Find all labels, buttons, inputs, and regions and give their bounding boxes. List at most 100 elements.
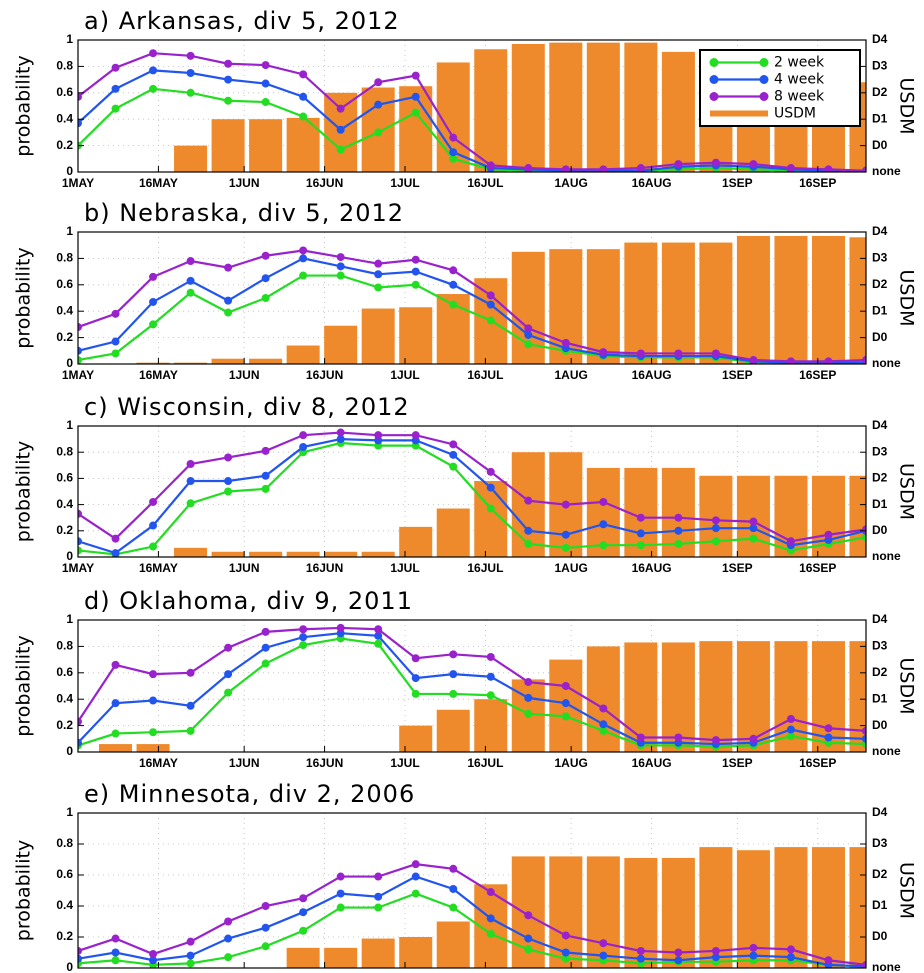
- x-tick-label: 16JUL: [467, 176, 503, 190]
- usdm-bar: [324, 325, 358, 364]
- y2-tick-label: none: [872, 164, 901, 178]
- x-tick-label: 16AUG: [632, 561, 672, 575]
- probability-marker: [111, 63, 120, 72]
- probability-marker: [674, 539, 683, 548]
- probability-line: [78, 437, 866, 555]
- panel-title: b) Nebraska, div 5, 2012: [84, 199, 404, 227]
- probability-marker: [261, 98, 270, 107]
- y2-tick-label: D1: [872, 898, 888, 912]
- probability-marker: [411, 280, 420, 289]
- probability-marker: [336, 435, 345, 444]
- y-tick-label: 1: [66, 418, 73, 432]
- probability-marker: [149, 84, 158, 93]
- probability-line: [78, 863, 866, 966]
- probability-marker: [486, 929, 495, 938]
- probability-marker: [824, 733, 833, 742]
- probability-marker: [374, 259, 383, 268]
- usdm-bar: [586, 249, 620, 364]
- probability-marker: [299, 246, 308, 255]
- x-tick-label: 1SEP: [722, 561, 753, 575]
- x-tick-label: 16JUN: [306, 561, 343, 575]
- probability-marker: [486, 914, 495, 923]
- probability-marker: [599, 939, 608, 948]
- y-axis-label: probability: [13, 247, 35, 348]
- x-tick-label: 16MAY: [139, 368, 178, 382]
- probability-marker: [261, 274, 270, 283]
- panel: 0 0.2 0.4 0.6 0.8 1 none D0 D1 D2 D3 D4 16MAY 1JUN 16J…: [13, 587, 918, 770]
- y-axis-label: probability: [13, 840, 35, 941]
- y2-tick-label: D0: [872, 330, 888, 344]
- probability-marker: [299, 926, 308, 935]
- probability-marker: [186, 69, 195, 77]
- y-tick-label: 0.8: [56, 251, 73, 265]
- probability-marker: [449, 280, 458, 289]
- probability-marker: [111, 104, 120, 113]
- x-tick-label: 1AUG: [554, 561, 587, 575]
- probability-marker: [411, 71, 420, 80]
- usdm-bar: [249, 551, 283, 557]
- usdm-bar: [211, 358, 245, 364]
- probability-marker: [224, 263, 233, 272]
- usdm-bar: [136, 744, 170, 752]
- usdm-bar: [511, 43, 545, 172]
- probability-marker: [78, 717, 82, 726]
- probability-marker: [561, 530, 570, 539]
- probability-marker: [78, 92, 82, 101]
- probability-marker: [636, 946, 645, 955]
- probability-marker: [261, 251, 270, 260]
- probability-marker: [336, 623, 345, 632]
- y-tick-label: 0.4: [56, 303, 73, 317]
- probability-line: [78, 892, 866, 968]
- legend-label: USDM: [774, 106, 816, 122]
- probability-marker: [149, 670, 158, 679]
- probability-marker: [111, 729, 120, 738]
- probability-marker: [261, 923, 270, 932]
- plot-frame: [77, 231, 867, 365]
- probability-marker: [411, 92, 420, 101]
- probability-marker: [149, 542, 158, 551]
- y2-tick-label: D4: [872, 418, 888, 432]
- x-tick-label: 16JUN: [306, 756, 343, 770]
- probability-marker: [561, 682, 570, 690]
- probability-marker: [186, 459, 195, 468]
- probability-marker: [149, 950, 158, 959]
- x-tick-label: 1MAY: [62, 368, 94, 382]
- probability-marker: [299, 633, 308, 642]
- probability-marker: [636, 349, 645, 358]
- probability-marker: [486, 161, 495, 170]
- probability-line: [78, 637, 866, 748]
- probability-line: [78, 87, 866, 172]
- usdm-bar: [661, 51, 695, 172]
- panel: 0 0.2 0.4 0.6 0.8 1 none D0 D1 D2 D3 D4 1MAY 16MAY 1JU…: [13, 393, 918, 575]
- probability-line: [78, 431, 866, 543]
- plot-area: [78, 235, 866, 364]
- x-tick-label: 16SEP: [799, 176, 836, 190]
- usdm-bar: [361, 938, 395, 968]
- y2-tick-label: D4: [872, 612, 888, 626]
- plot-frame: [77, 425, 867, 558]
- x-tick-label: 1JUL: [390, 176, 419, 190]
- usdm-bar: [849, 847, 866, 968]
- y-tick-label: 1: [66, 32, 73, 46]
- probability-marker: [336, 145, 345, 154]
- probability-marker: [261, 902, 270, 910]
- probability-marker: [486, 652, 495, 661]
- probability-marker: [449, 450, 458, 459]
- probability-marker: [374, 639, 383, 648]
- y2-tick-label: D3: [872, 59, 888, 73]
- usdm-bar: [286, 947, 320, 968]
- probability-marker: [524, 693, 533, 702]
- probability-marker: [524, 945, 533, 954]
- probability-marker: [149, 320, 158, 329]
- usdm-bar: [849, 475, 866, 557]
- usdm-bar: [624, 242, 658, 364]
- probability-marker: [449, 133, 458, 142]
- probability-marker: [374, 631, 383, 640]
- usdm-bar: [174, 145, 208, 172]
- x-tick-label: 1SEP: [722, 756, 753, 770]
- probability-marker: [149, 497, 158, 506]
- probability-marker: [299, 254, 308, 263]
- probability-marker: [78, 346, 82, 355]
- probability-marker: [336, 889, 345, 898]
